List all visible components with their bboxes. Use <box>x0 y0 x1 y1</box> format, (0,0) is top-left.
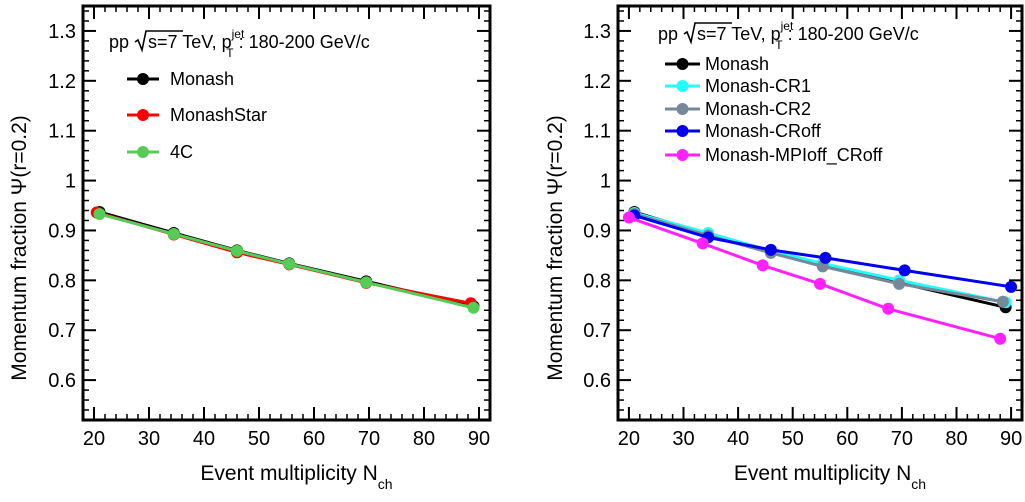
energy-annotation: pp s=7 TeV, pjet T: 180-200 GeV/c <box>109 27 370 60</box>
y-tick-label: 0.7 <box>48 320 76 342</box>
series-line-1 <box>634 211 1006 304</box>
data-point-3 <box>898 264 911 277</box>
x-axis-label: Event multiplicity Nch <box>734 462 926 492</box>
legend-label: Monash-MPIoff_CRoff <box>705 145 883 166</box>
legend-label: Monash <box>705 54 769 74</box>
x-tick-label: 80 <box>945 428 967 450</box>
legend-label: Monash-CRoff <box>705 121 822 141</box>
series-line-2 <box>99 212 474 310</box>
y-tick-label: 0.8 <box>48 270 76 292</box>
x-tick-label: 30 <box>672 428 694 450</box>
series-line-4 <box>628 216 1001 341</box>
right-panel: 20 30 40 50 60 70 80 90 0.6 0.7 0.8 0.9 1 1.1 1.2 1.3 Ev… <box>544 4 1024 492</box>
data-point-4 <box>994 332 1007 345</box>
y-tick-label: 1.2 <box>583 71 611 93</box>
x-tick-label: 50 <box>782 428 804 450</box>
legend-label: Monash-CR2 <box>705 99 811 119</box>
data-point-2 <box>93 207 106 220</box>
y-tick-label: 1 <box>65 171 76 193</box>
data-point-2 <box>360 276 373 289</box>
legend-marker <box>676 149 689 161</box>
data-point-2 <box>231 244 243 257</box>
legend-label: 4C <box>170 142 193 162</box>
legend-marker <box>137 109 149 121</box>
data-point-4 <box>696 237 709 250</box>
y-tick-label: 1.3 <box>48 21 76 43</box>
y-axis-label: Momentum fraction Ψ(r=0.2) <box>544 115 567 381</box>
x-tick-label: 20 <box>618 428 640 450</box>
series-line-2 <box>633 212 1004 304</box>
data-point-2 <box>167 227 180 240</box>
data-point-4 <box>622 211 635 224</box>
legend-label: MonashStar <box>170 105 267 125</box>
y-tick-label: 0.8 <box>583 270 611 292</box>
x-tick-label: 60 <box>303 428 325 450</box>
y-axis-label: Momentum fraction Ψ(r=0.2) <box>8 115 31 381</box>
y-tick-label: 0.7 <box>583 320 611 342</box>
y-tick-label: 1 <box>600 171 611 193</box>
legend-marker <box>137 146 149 158</box>
energy-annotation: pp s=7 TeV, pjet T: 180-200 GeV/c <box>658 19 919 52</box>
series-line-3 <box>633 214 1012 289</box>
data-point-4 <box>814 277 826 290</box>
x-tick-label: 80 <box>413 428 435 450</box>
data-point-3 <box>1005 280 1018 293</box>
data-point-4 <box>756 259 769 272</box>
legend-marker <box>676 125 689 137</box>
plot-frame <box>616 4 1024 422</box>
y-tick-label: 1.1 <box>583 121 611 143</box>
y-tick-label: 0.9 <box>48 220 76 242</box>
legend-marker <box>676 103 689 115</box>
plot-frame <box>81 4 492 422</box>
y-tick-label: 1.3 <box>583 21 611 43</box>
legend-label: Monash <box>170 69 234 89</box>
y-tick-label: 0.6 <box>583 370 611 392</box>
x-tick-label: 70 <box>358 428 380 450</box>
x-axis-label: Event multiplicity Nch <box>200 462 392 492</box>
sqrt-symbol <box>683 22 732 45</box>
sqrt-symbol <box>134 30 183 53</box>
x-tick-label: 60 <box>836 428 858 450</box>
left-panel: 20 30 40 50 60 70 80 90 0.6 0.7 0.8 0.9 1 1.1 1.2 1.3 Ev… <box>8 4 492 492</box>
x-tick-label: 20 <box>83 428 105 450</box>
x-tick-label: 40 <box>727 428 749 450</box>
y-tick-label: 0.6 <box>48 370 76 392</box>
x-tick-label: 70 <box>891 428 913 450</box>
legend-marker <box>676 58 689 70</box>
y-tick-label: 1.1 <box>48 121 76 143</box>
legend-marker <box>137 73 149 85</box>
x-tick-label: 40 <box>193 428 215 450</box>
legend-label: Monash-CR1 <box>705 76 811 96</box>
data-point-2 <box>283 257 296 270</box>
y-tick-label: 1.2 <box>48 71 76 93</box>
data-point-4 <box>882 302 895 315</box>
data-point-3 <box>819 251 832 264</box>
data-point-2 <box>996 295 1009 308</box>
x-tick-label: 30 <box>138 428 160 450</box>
x-tick-label: 50 <box>248 428 270 450</box>
legend-marker <box>676 80 689 92</box>
y-tick-label: 0.9 <box>583 220 611 242</box>
data-point-3 <box>764 243 777 256</box>
x-tick-label: 90 <box>468 428 490 450</box>
x-tick-label: 90 <box>1000 428 1022 450</box>
data-point-2 <box>893 277 906 290</box>
data-point-2 <box>467 301 480 314</box>
